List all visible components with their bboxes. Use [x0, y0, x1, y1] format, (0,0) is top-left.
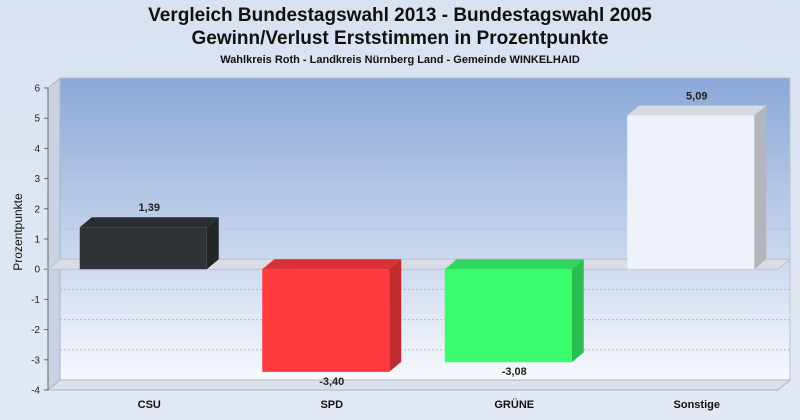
bar-side-face	[754, 105, 767, 270]
plot-floor	[46, 379, 792, 391]
data-label: -3,08	[502, 366, 527, 378]
y-tick-label: -1	[31, 295, 40, 306]
y-tick-label: 2	[34, 204, 40, 215]
x-category-label: Sonstige	[674, 399, 720, 411]
bar-top-face	[627, 105, 767, 116]
data-label: 5,09	[686, 90, 707, 102]
bar-top-face	[79, 217, 219, 228]
y-tick-label: 4	[34, 144, 40, 155]
y-tick-label: -4	[31, 386, 40, 397]
y-tick-label: 1	[34, 235, 40, 246]
y-tick-label: -2	[31, 325, 40, 336]
data-label: -3,40	[319, 376, 344, 388]
chart-subtitle: Wahlkreis Roth - Landkreis Nürnberg Land…	[220, 54, 580, 66]
bar-top-face	[444, 259, 584, 270]
x-category-label: GRÜNE	[494, 398, 534, 411]
plot-left-wall	[47, 76, 61, 392]
bar-grüne	[444, 259, 584, 363]
y-tick-label: 0	[34, 265, 40, 276]
x-category-label: SPD	[320, 399, 343, 411]
bar-csu	[79, 217, 219, 270]
bar-side-face	[571, 259, 584, 363]
x-category-label: CSU	[138, 399, 161, 411]
bar-top-face	[262, 259, 402, 270]
bar-front-face	[262, 269, 390, 372]
y-tick-label: -3	[31, 355, 40, 366]
y-tick-label: 6	[34, 84, 40, 95]
bar-front-face	[627, 115, 755, 270]
bar-front-face	[444, 269, 572, 363]
bar-side-face	[206, 217, 219, 270]
bar-sonstige	[627, 105, 767, 270]
y-tick-label: 3	[34, 174, 40, 185]
bar-front-face	[79, 227, 207, 270]
chart-title-line-1: Vergleich Bundestagswahl 2013 - Bundesta…	[148, 5, 652, 26]
bar-side-face	[389, 259, 402, 372]
bar-spd	[262, 259, 402, 372]
chart-title-line-2: Gewinn/Verlust Erststimmen in Prozentpun…	[191, 28, 609, 49]
data-label: 1,39	[139, 202, 160, 214]
y-tick-label: 5	[34, 114, 40, 125]
